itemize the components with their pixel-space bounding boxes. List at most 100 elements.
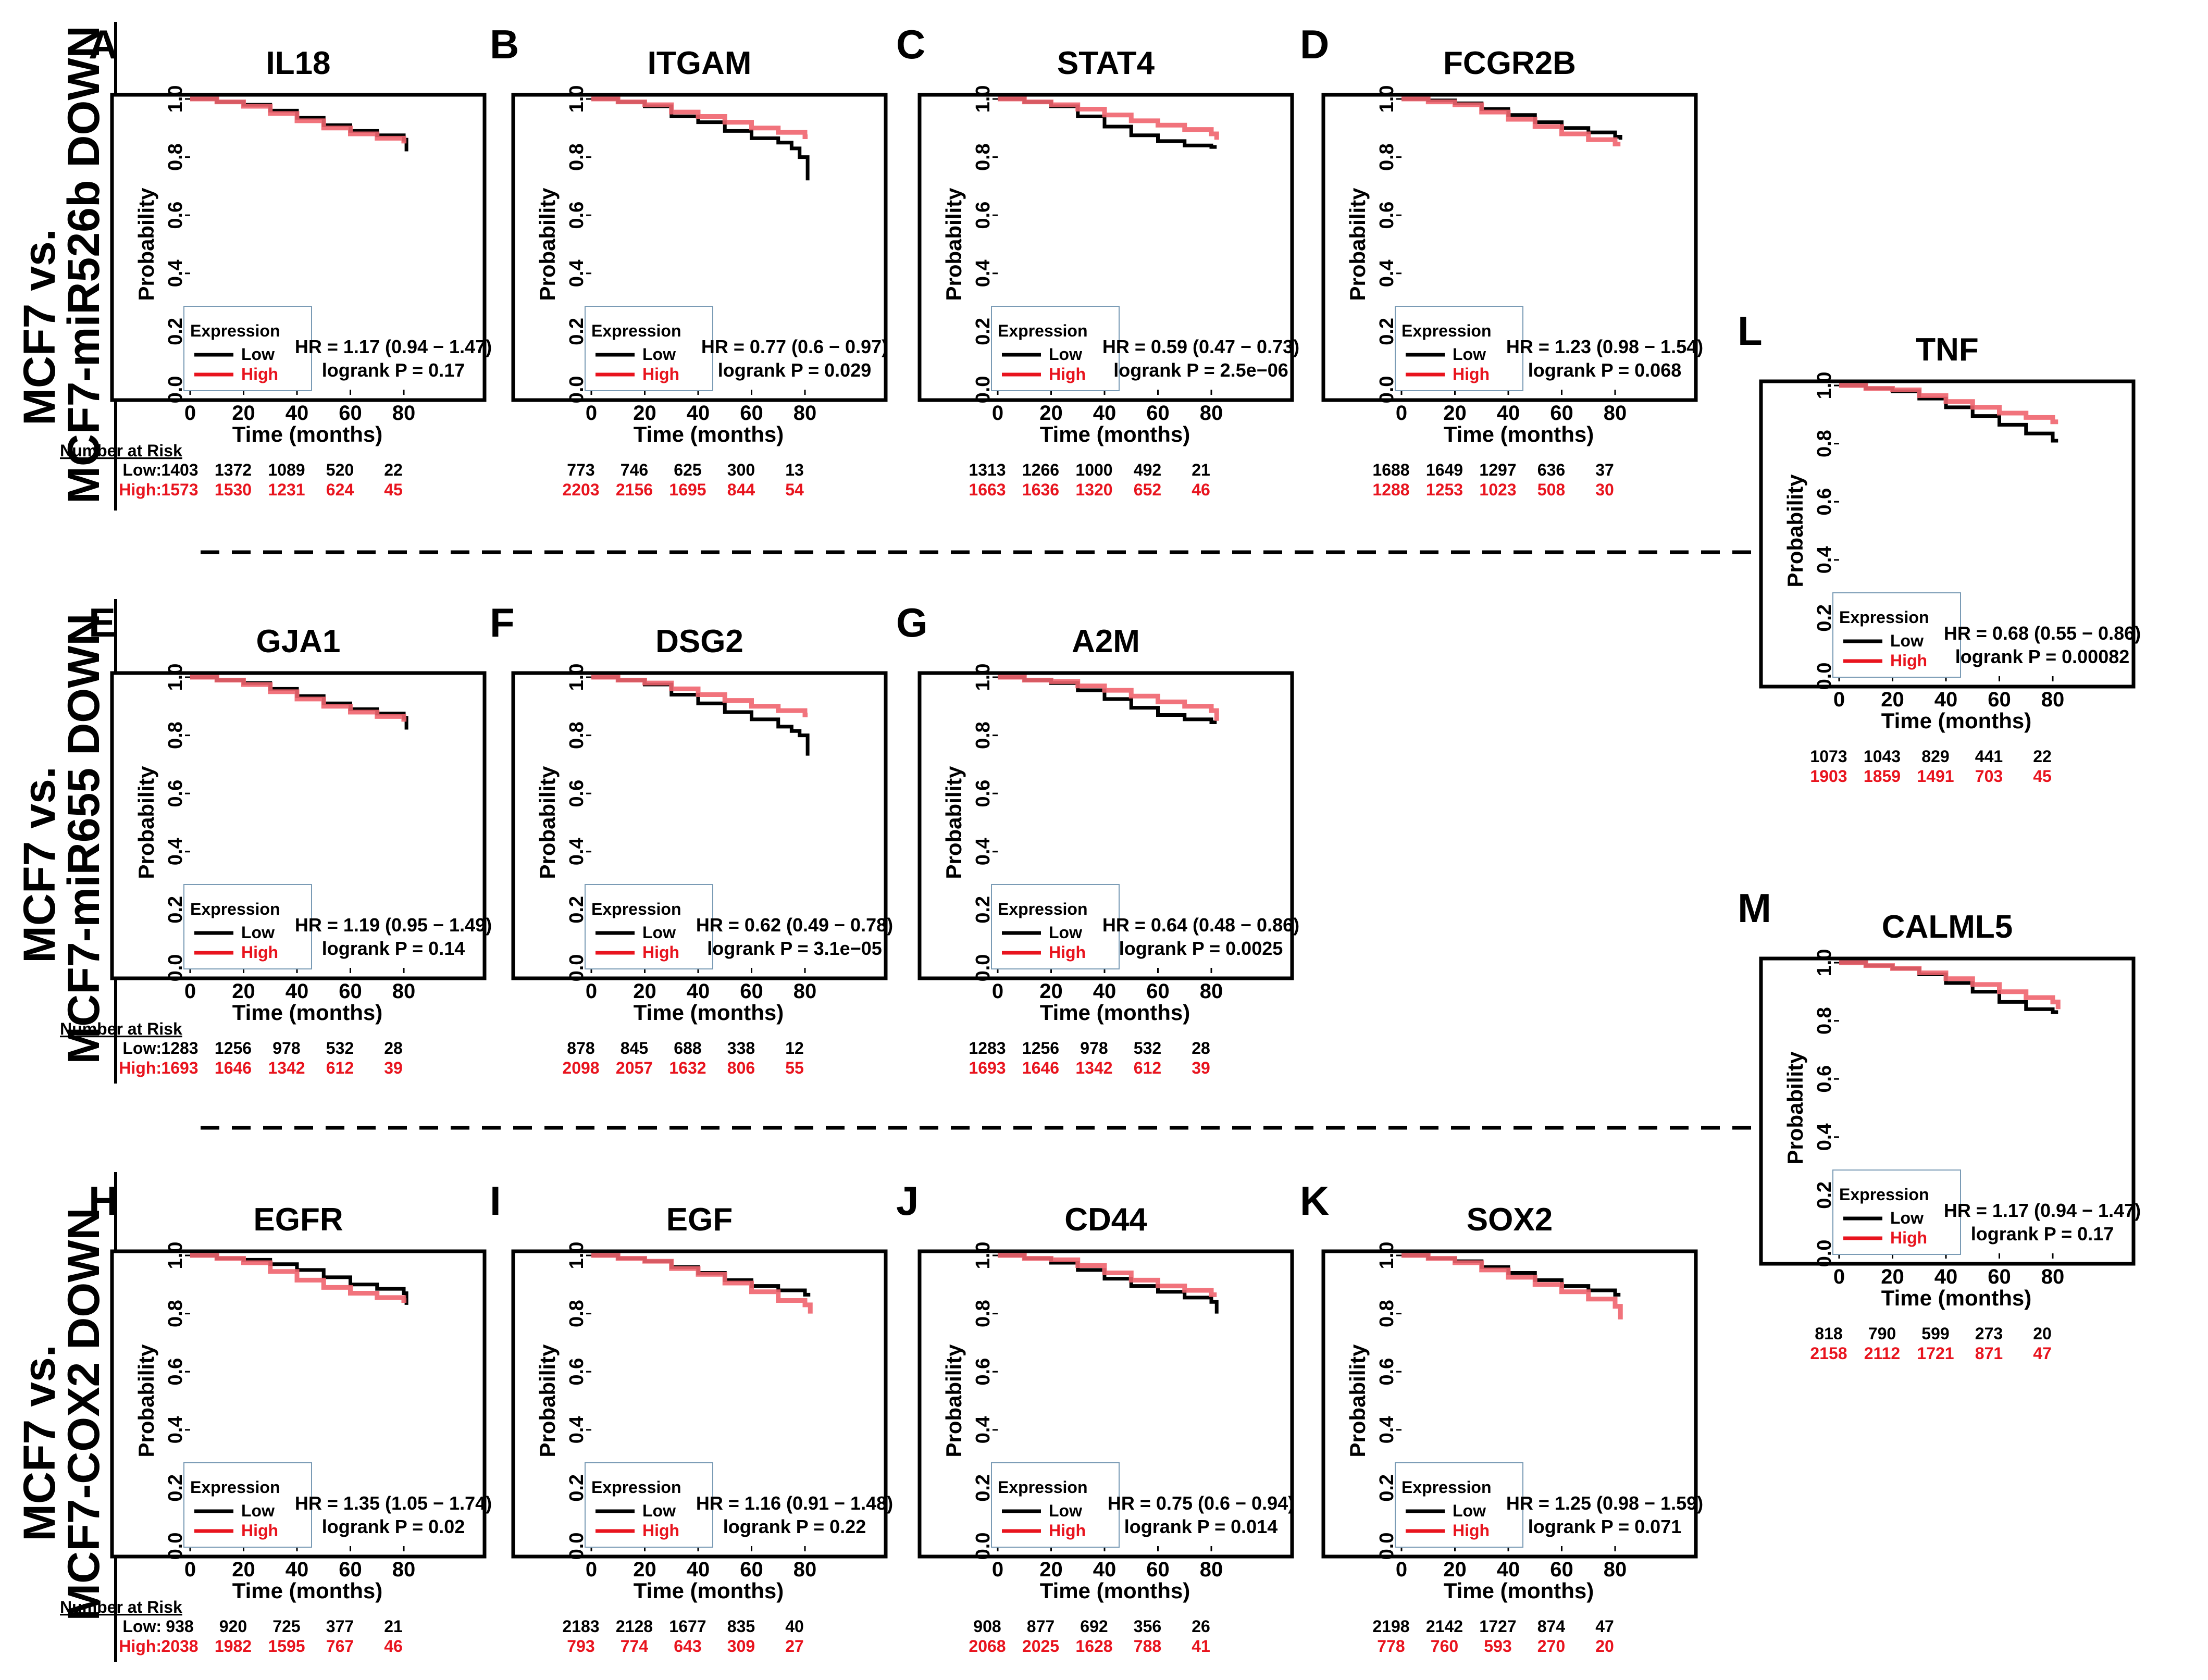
panel-letter: G [896,600,928,645]
risk-low-value: 1256 [1022,1039,1059,1057]
x-tick-label: 0 [1833,688,1845,711]
y-tick-label: 0.8 [1814,1007,1835,1035]
panel-letter: D [1300,21,1329,67]
x-tick-label: 20 [1039,1558,1063,1581]
risk-high-value: 1288 [1372,480,1409,499]
y-tick-label: 0.2 [1376,1474,1398,1502]
risk-low-value: 1297 [1479,461,1516,479]
gene-title: EGF [666,1202,733,1238]
x-axis-label: Time (months) [1040,1000,1190,1025]
risk-low-value: 877 [1027,1617,1055,1636]
legend-high-label: High [1049,365,1086,383]
y-tick-label: 0.4 [1376,259,1398,287]
legend-box [991,1462,1120,1548]
x-axis-label: Time (months) [1444,1578,1594,1603]
risk-low-value: 21 [384,1617,403,1636]
y-tick-label: 0.2 [566,318,588,345]
hazard-ratio-text: HR = 1.23 (0.98 − 1.54) [1506,336,1703,357]
survival-curve-high [998,1253,1217,1297]
legend-high-label: High [642,943,679,962]
risk-low-value: 692 [1080,1617,1108,1636]
y-axis-label: Probability [535,766,560,879]
risk-low-value: 1283 [969,1039,1006,1057]
y-tick-label: 0.4 [165,1416,187,1443]
risk-high-value: 760 [1431,1637,1458,1656]
y-tick-label: 0.2 [165,896,187,924]
y-tick-label: 0.0 [165,954,187,982]
risk-table-header: Number at Risk [60,441,182,460]
y-tick-label: 0.8 [165,1300,187,1327]
gene-title: EGFR [253,1202,343,1238]
x-tick-label: 20 [232,402,255,425]
gene-title: IL18 [266,45,330,81]
risk-high-value: 2025 [1022,1637,1059,1656]
risk-high-value: 46 [1192,480,1210,499]
risk-low-value: 520 [326,461,354,479]
row-label-2-line2: MCF7-miR655 DOWN [59,614,109,1064]
risk-high-value: 788 [1134,1637,1161,1656]
risk-high-value: 1646 [215,1059,252,1077]
legend-title: Expression [190,1478,280,1497]
hazard-ratio-text: HR = 0.77 (0.6 − 0.97) [701,336,888,357]
risk-high-value: 1253 [1426,480,1463,499]
hazard-ratio-text: HR = 1.35 (1.05 − 1.74) [295,1492,492,1514]
risk-high-value: 1023 [1479,480,1516,499]
legend-title: Expression [1839,1185,1929,1204]
x-tick-label: 60 [339,980,362,1003]
x-tick-label: 20 [232,1558,255,1581]
y-tick-label: 0.8 [566,1300,588,1327]
risk-low-value: 1266 [1022,461,1059,479]
y-tick-label: 1.0 [1376,1242,1398,1270]
risk-high-value: 2038 [161,1637,198,1656]
x-tick-label: 0 [992,1558,1003,1581]
km-panel-h: H EGFR 0.0 0.2 0.4 0.6 0.8 1.0 0 20 40 60 80 Probabil… [60,1178,492,1656]
risk-low-prefix: Low: [122,1617,162,1636]
y-tick-label: 0.2 [972,1474,994,1502]
risk-low-value: 300 [727,461,755,479]
y-tick-label: 0.4 [566,1416,588,1443]
x-tick-label: 60 [740,980,763,1003]
x-tick-label: 60 [1550,1558,1573,1581]
x-tick-label: 40 [1934,1265,1958,1288]
legend-low-label: Low [1890,631,1924,650]
risk-high-value: 1859 [1864,767,1901,786]
x-tick-label: 20 [1039,402,1063,425]
y-tick-label: 0.2 [972,318,994,345]
row-group-labels: MCF7 vs. MCF7-miR526b DOWN MCF7 vs. MCF7… [15,22,117,1662]
legend-high-label: High [1453,1521,1490,1540]
legend-high-label: High [642,365,679,383]
x-tick-label: 40 [1934,688,1958,711]
risk-high-value: 767 [326,1637,354,1656]
x-tick-label: 60 [339,402,362,425]
km-panels: A IL18 0.0 0.2 0.4 0.6 0.8 1.0 0 20 40 60 80 Probabil… [60,21,2141,1656]
logrank-text: logrank P = 0.071 [1528,1516,1682,1537]
legend-high-label: High [1453,365,1490,383]
gene-title: ITGAM [648,45,752,81]
y-axis-label: Probability [535,188,560,301]
gene-title: DSG2 [655,624,743,659]
risk-low-value: 835 [727,1617,755,1636]
x-axis-label: Time (months) [634,1000,784,1025]
y-tick-label: 0.8 [972,143,994,171]
legend-low-label: Low [241,1501,275,1520]
x-tick-label: 80 [2041,1265,2065,1288]
y-tick-label: 0.0 [165,1533,187,1560]
legend-low-label: Low [1453,345,1486,364]
hazard-ratio-text: HR = 1.17 (0.94 − 1.47) [1944,1200,2141,1221]
risk-low-value: 338 [727,1039,755,1057]
x-tick-label: 20 [633,1558,656,1581]
risk-high-value: 1231 [268,480,305,499]
y-tick-label: 0.0 [972,376,994,404]
y-tick-label: 0.4 [1376,1416,1398,1443]
risk-high-value: 1982 [215,1637,252,1656]
legend-high-label: High [241,943,278,962]
risk-low-value: 356 [1134,1617,1161,1636]
row-separators [201,550,1782,1130]
y-tick-label: 0.0 [1814,1240,1835,1267]
risk-table-header: Number at Risk [60,1019,182,1038]
risk-high-value: 1693 [161,1059,198,1077]
legend-box [991,306,1120,391]
y-tick-label: 0.2 [1814,604,1835,632]
x-tick-label: 60 [1146,980,1170,1003]
x-axis-label: Time (months) [232,1000,383,1025]
